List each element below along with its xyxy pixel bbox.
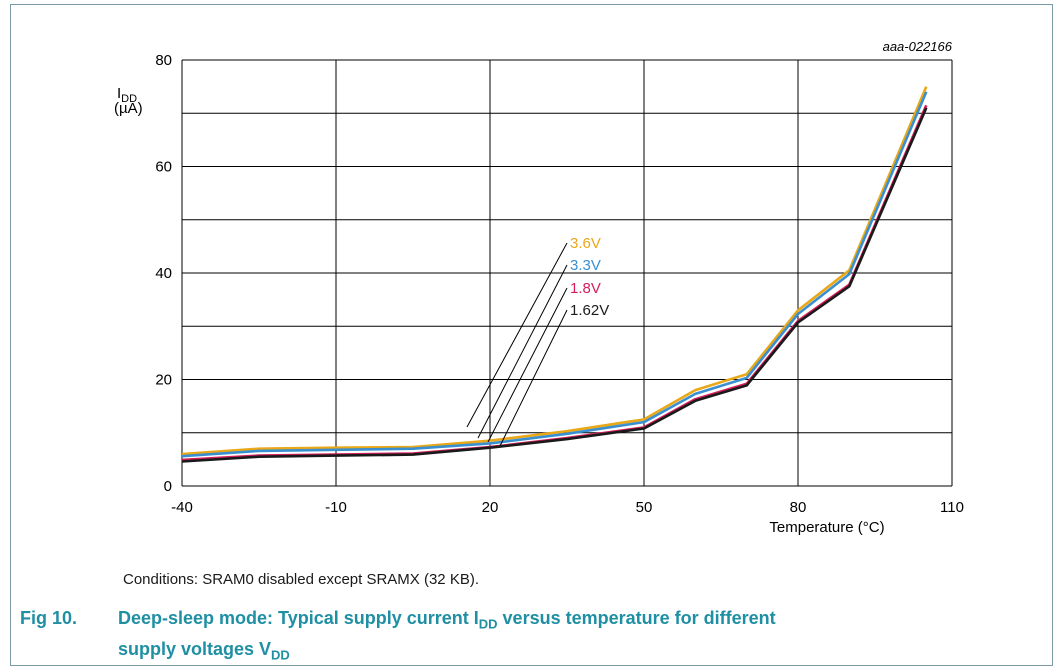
y-tick-label: 60 [155,159,172,176]
figure-caption: Fig 10. Deep-sleep mode: Typical supply c… [20,606,1020,667]
callout-leader [499,309,568,447]
y-axis-label-sub: DD [121,93,137,105]
y-tick-label: 0 [164,478,172,495]
figure-reference-id: aaa-022166 [883,39,953,54]
callout-leader [487,287,568,443]
x-tick-label: 80 [790,499,807,516]
caption-part2: versus temperature for different [497,608,776,628]
series-label: 3.6V [570,235,601,252]
series-group [181,86,928,463]
caption-part1: Deep-sleep mode: Typical supply current … [118,608,479,628]
y-tick-label: 40 [155,265,172,282]
series-label: 1.62V [570,302,609,319]
figure-number: Fig 10. [20,608,78,628]
x-tick-label: 110 [940,499,964,516]
series-line-1-62v [181,107,928,463]
caption-sub2: DD [271,647,290,663]
x-tick-label: -10 [325,499,347,516]
series-label: 1.8V [570,280,601,297]
y-tick-label: 80 [155,52,172,69]
x-tick-label: 20 [482,499,499,516]
y-tick-label: 20 [155,372,172,389]
caption-sub1: DD [478,616,498,632]
series-label: 3.3V [570,257,601,274]
series-callouts: 3.6V 3.3V 1.8V 1.62V [466,235,609,447]
x-axis-label: Temperature (°C) [769,519,884,536]
y-axis-unit: (µA) [114,100,143,117]
caption-part3: supply voltages V [118,638,272,659]
series-line-1-8v [181,104,928,462]
grid [181,59,953,487]
x-tick-label: 50 [636,499,653,516]
callout-leader [477,264,568,439]
conditions-note: Conditions: SRAM0 disabled except SRAMX … [123,571,479,588]
series-line-3-3v [181,91,928,458]
series-line-3-6v [181,86,928,456]
callout-leader [466,242,568,428]
x-tick-label: -40 [171,499,193,516]
chart: 3.6V 3.3V 1.8V 1.62V -40 -10 20 50 80 110 0 20 40 60… [114,39,964,536]
